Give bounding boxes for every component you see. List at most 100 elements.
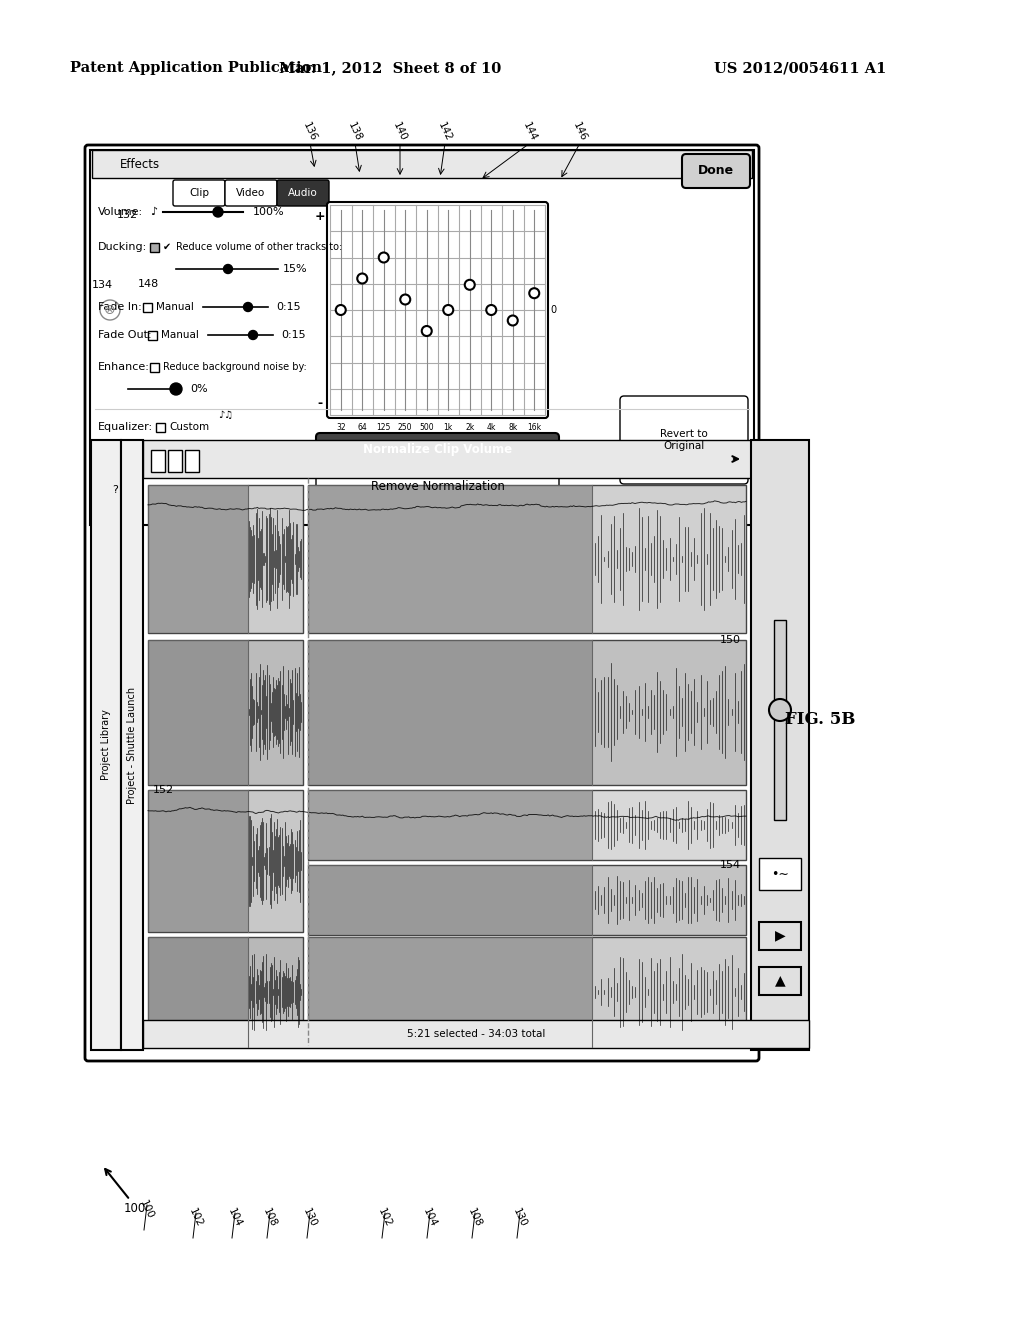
Text: 1k: 1k — [443, 424, 453, 433]
Text: Manual: Manual — [156, 302, 194, 312]
Text: Custom: Custom — [169, 422, 209, 432]
Text: 16k: 16k — [527, 424, 542, 433]
Bar — [759, 858, 801, 890]
Text: 138: 138 — [346, 120, 364, 143]
Circle shape — [249, 330, 257, 339]
Bar — [90, 150, 754, 525]
Text: 132: 132 — [117, 210, 137, 220]
Bar — [148, 937, 248, 1047]
Bar — [759, 968, 801, 995]
Text: ♪: ♪ — [150, 207, 157, 216]
Bar — [143, 440, 751, 478]
Text: Remove Normalization: Remove Normalization — [371, 480, 505, 494]
Text: 146: 146 — [571, 120, 589, 143]
FancyBboxPatch shape — [85, 145, 759, 1061]
Bar — [308, 937, 592, 1047]
Bar — [759, 921, 801, 950]
Bar — [148, 789, 248, 932]
Text: Done: Done — [698, 165, 734, 177]
Text: 4k: 4k — [486, 424, 496, 433]
Circle shape — [769, 700, 791, 721]
Text: 15%: 15% — [283, 264, 307, 275]
Bar — [156, 422, 165, 432]
Text: Ducking:: Ducking: — [98, 242, 147, 252]
Text: 130: 130 — [511, 1206, 528, 1229]
Text: Project - Shuttle Launch: Project - Shuttle Launch — [127, 686, 137, 804]
Circle shape — [244, 302, 253, 312]
FancyBboxPatch shape — [225, 180, 278, 206]
Text: Fade In:: Fade In: — [98, 302, 141, 312]
Text: Fade Out:: Fade Out: — [98, 330, 152, 341]
Text: 0: 0 — [550, 305, 556, 315]
Bar — [92, 150, 752, 178]
Text: 250: 250 — [398, 424, 413, 433]
Bar — [148, 484, 303, 634]
Text: 0:15: 0:15 — [276, 302, 301, 312]
Text: ♪♫: ♪♫ — [218, 411, 233, 420]
Bar — [185, 450, 199, 473]
Text: 32: 32 — [336, 424, 345, 433]
Text: +: + — [314, 210, 326, 223]
Text: -: - — [317, 396, 323, 409]
Circle shape — [486, 305, 497, 315]
Bar — [308, 640, 746, 785]
Text: ⊗: ⊗ — [104, 304, 116, 317]
Bar — [308, 865, 746, 935]
Bar — [308, 937, 746, 1047]
FancyBboxPatch shape — [682, 154, 750, 187]
Text: ▲: ▲ — [775, 973, 785, 987]
Circle shape — [100, 300, 120, 319]
Text: 148: 148 — [138, 279, 160, 289]
Bar — [308, 640, 592, 785]
Bar — [148, 789, 303, 932]
Circle shape — [443, 305, 454, 315]
Text: Equalizer:: Equalizer: — [98, 422, 154, 432]
Text: 104: 104 — [421, 1206, 438, 1229]
Bar — [774, 620, 786, 820]
Circle shape — [213, 207, 223, 216]
Circle shape — [105, 480, 125, 500]
FancyBboxPatch shape — [316, 433, 559, 467]
Text: 102: 102 — [187, 1206, 205, 1229]
Text: 140: 140 — [391, 121, 409, 143]
Circle shape — [508, 315, 518, 326]
Bar — [148, 331, 157, 341]
Text: Patent Application Publication: Patent Application Publication — [70, 61, 322, 75]
Text: ?: ? — [112, 484, 118, 495]
Text: 100: 100 — [138, 1199, 156, 1221]
Bar — [91, 440, 121, 1049]
Text: 144: 144 — [521, 120, 539, 143]
Text: 142: 142 — [436, 120, 454, 143]
Text: Audio: Audio — [288, 187, 317, 198]
Text: ✔: ✔ — [163, 242, 171, 252]
Circle shape — [379, 252, 389, 263]
Circle shape — [170, 383, 182, 395]
Circle shape — [400, 294, 411, 305]
Circle shape — [223, 264, 232, 273]
Circle shape — [422, 326, 432, 337]
Text: US 2012/0054611 A1: US 2012/0054611 A1 — [714, 61, 886, 75]
Text: Reduce background noise by:: Reduce background noise by: — [163, 362, 307, 372]
Text: 2k: 2k — [465, 424, 474, 433]
Text: Project Library: Project Library — [101, 710, 111, 780]
FancyBboxPatch shape — [278, 180, 329, 206]
Text: 125: 125 — [377, 424, 391, 433]
FancyBboxPatch shape — [173, 180, 225, 206]
Bar — [148, 640, 303, 785]
Text: 0%: 0% — [190, 384, 208, 393]
Text: 130: 130 — [301, 1206, 318, 1229]
Text: 500: 500 — [420, 424, 434, 433]
Text: 100: 100 — [124, 1201, 146, 1214]
Text: 5:21 selected - 34:03 total: 5:21 selected - 34:03 total — [407, 1030, 545, 1039]
Text: 134: 134 — [91, 280, 113, 290]
Text: Clip: Clip — [189, 187, 209, 198]
Bar — [148, 640, 248, 785]
Text: 152: 152 — [153, 785, 174, 795]
FancyBboxPatch shape — [327, 202, 548, 418]
Circle shape — [465, 280, 475, 290]
Text: Reduce volume of other tracks to:: Reduce volume of other tracks to: — [176, 242, 342, 252]
Bar — [143, 1020, 809, 1048]
Text: ▶: ▶ — [775, 928, 785, 942]
Text: Effects: Effects — [120, 157, 160, 170]
Text: 154: 154 — [720, 861, 741, 870]
